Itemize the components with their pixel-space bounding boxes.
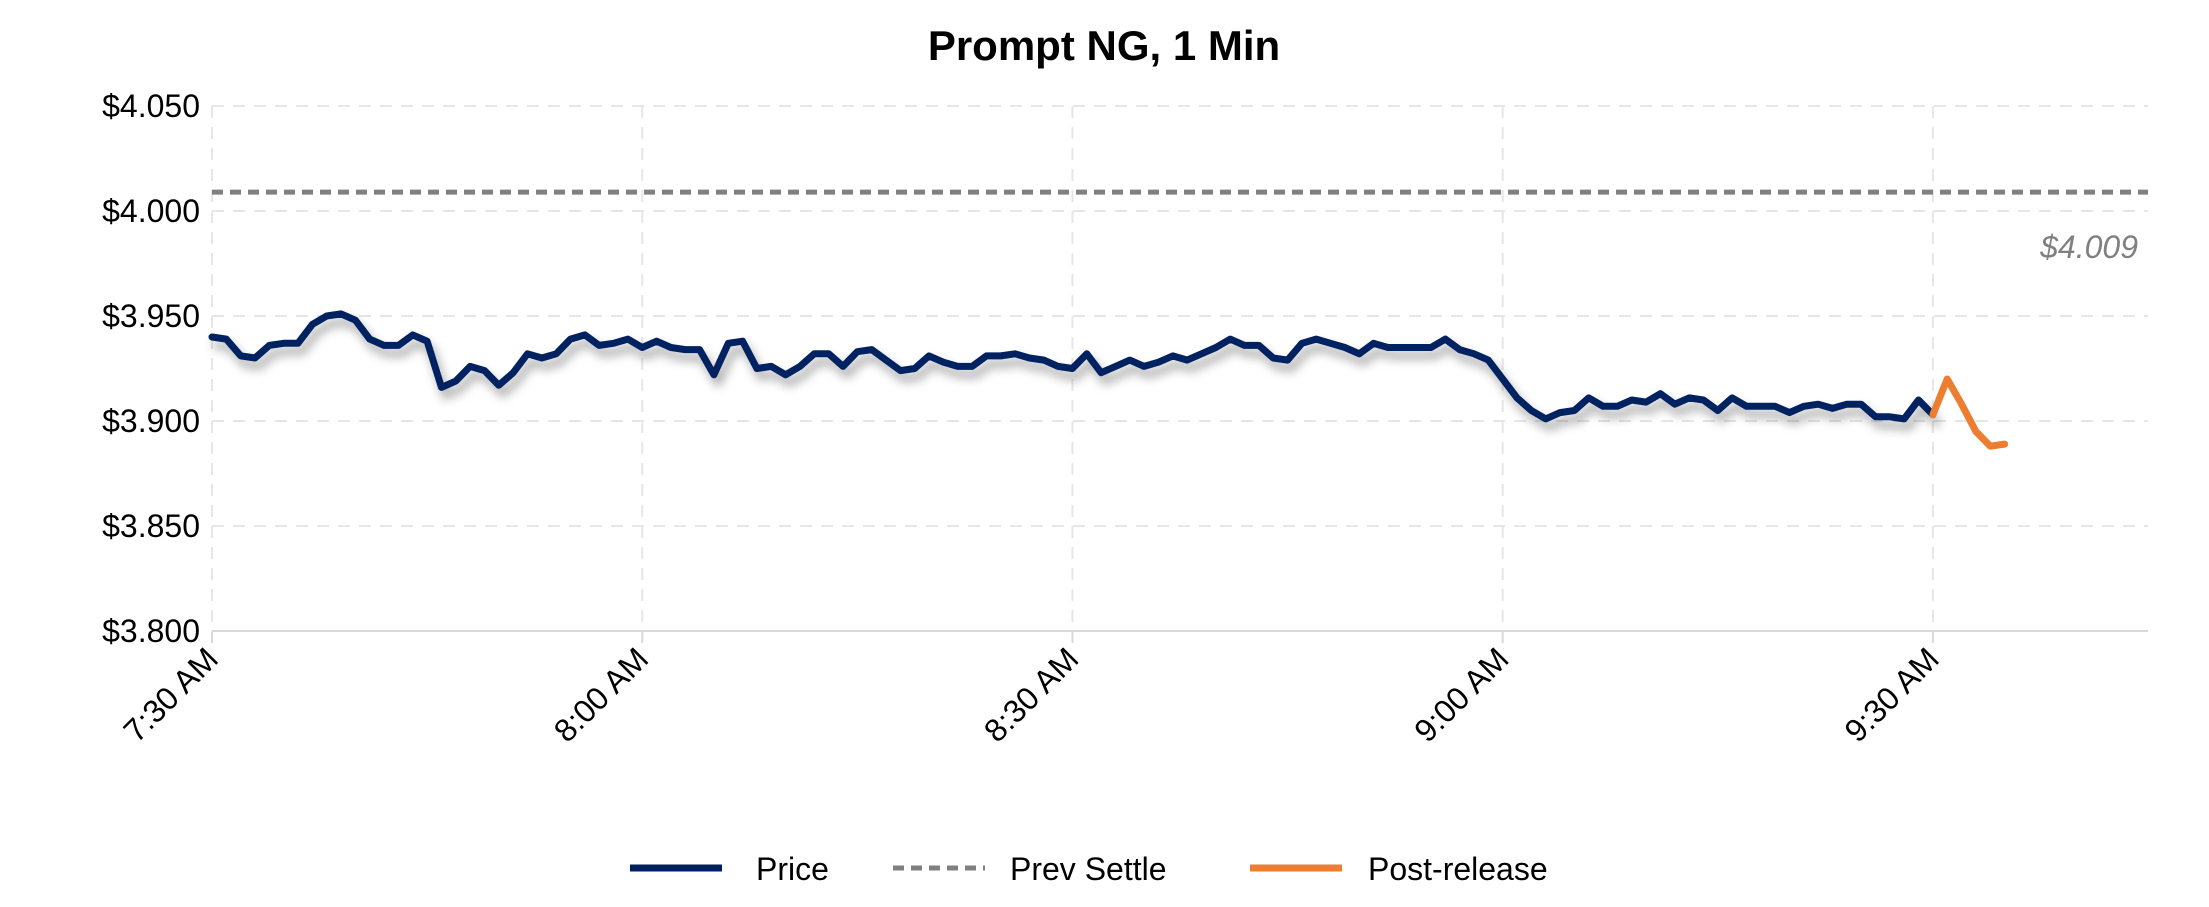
legend: Price Prev Settle Post-release [630, 851, 1548, 887]
gridlines [212, 106, 2148, 631]
x-tick-label: 7:30 AM [116, 640, 224, 748]
y-tick-label: $3.800 [102, 613, 200, 649]
y-axis: $3.800 $3.850 $3.900 $3.950 $4.000 $4.050 [102, 88, 200, 649]
y-tick-label: $3.950 [102, 298, 200, 334]
chart-title: Prompt NG, 1 Min [928, 22, 1280, 69]
y-tick-label: $4.050 [102, 88, 200, 124]
post-release-line [1933, 379, 2005, 446]
x-tick-label: 9:00 AM [1407, 640, 1515, 748]
x-tick-label: 8:30 AM [977, 640, 1085, 748]
y-tick-label: $4.000 [102, 193, 200, 229]
y-tick-label: $3.900 [102, 403, 200, 439]
legend-label-prev-settle: Prev Settle [1010, 851, 1167, 887]
legend-label-price: Price [756, 851, 829, 887]
series-layer [212, 192, 2148, 446]
legend-label-post-release: Post-release [1368, 851, 1548, 887]
x-axis: 7:30 AM 8:00 AM 8:30 AM 9:00 AM 9:30 AM [116, 631, 2148, 749]
prev-settle-annotation: $4.009 [2039, 229, 2138, 265]
x-tick-label: 9:30 AM [1837, 640, 1945, 748]
x-tick-label: 8:00 AM [547, 640, 655, 748]
y-tick-label: $3.850 [102, 508, 200, 544]
